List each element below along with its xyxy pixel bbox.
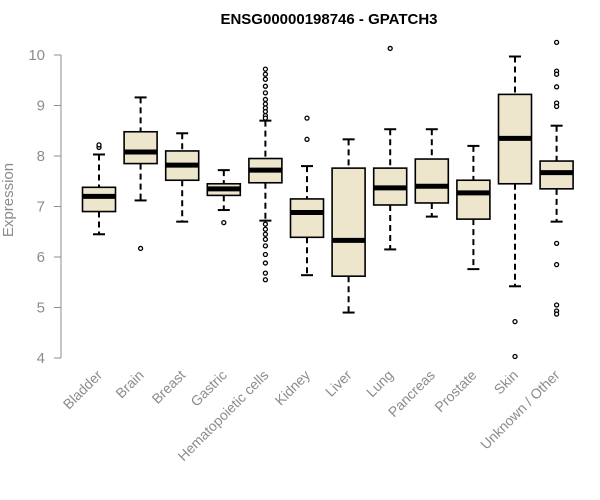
x-tick-label: Bladder (60, 367, 106, 413)
outlier-point (262, 260, 269, 266)
x-tick-label: Kidney (272, 367, 314, 409)
iqr-box (123, 130, 158, 165)
y-tick-label: 8 (37, 148, 45, 165)
iqr-box (81, 186, 117, 213)
outlier-point (553, 39, 560, 46)
x-tick-label: Brain (112, 367, 146, 401)
outlier-point (262, 231, 269, 237)
outlier-point (512, 353, 518, 360)
x-tick-label: Skin (491, 367, 522, 398)
outlier-point (262, 90, 269, 96)
iqr-box (289, 198, 325, 239)
outlier-point (553, 84, 560, 90)
box-group (289, 115, 325, 277)
box-group (456, 144, 491, 271)
outlier-point (262, 277, 269, 283)
outlier-point (262, 226, 269, 232)
box-group (372, 45, 408, 251)
x-tick-label: Lung (363, 367, 396, 400)
outlier-point (262, 270, 269, 276)
outlier-point (262, 71, 269, 77)
x-tick-label: Prostate (431, 367, 479, 415)
box-group (206, 169, 242, 226)
box-group (81, 142, 117, 236)
outlier-point (137, 245, 144, 252)
box-group (123, 96, 158, 252)
y-tick-label: 9 (37, 98, 45, 115)
x-tick-label: Liver (322, 367, 355, 400)
outlier-point (553, 103, 560, 110)
x-tick-label: Breast (148, 367, 188, 407)
outlier-point (387, 45, 393, 52)
box-group (539, 39, 574, 317)
plot-area (81, 39, 574, 360)
outlier-point (262, 96, 269, 103)
outlier-point (553, 240, 560, 247)
iqr-box (456, 179, 491, 220)
outlier-point (304, 136, 310, 142)
outlier-point (262, 66, 269, 72)
outlier-point (262, 83, 269, 89)
outlier-point (304, 115, 310, 121)
y-tick-label: 5 (37, 300, 45, 317)
box-group (414, 128, 450, 218)
outlier-point (512, 318, 518, 325)
iqr-box (414, 158, 450, 204)
y-tick-label: 10 (28, 47, 45, 64)
box-group (497, 55, 533, 360)
outlier-point (262, 76, 269, 82)
y-tick-label: 6 (37, 249, 45, 266)
y-axis: 4 5 6 7 8 9 10 (28, 47, 62, 367)
outlier-point (262, 221, 269, 227)
outlier-point (262, 243, 269, 249)
x-tick-label: Unknown / Other (477, 367, 563, 453)
outlier-point (221, 220, 227, 226)
outlier-point (262, 251, 269, 258)
y-tick-label: 7 (37, 199, 45, 216)
outlier-point (553, 261, 560, 268)
box-group (331, 138, 366, 314)
box-group (164, 132, 200, 223)
box-group (248, 66, 283, 283)
outlier-point (553, 302, 560, 308)
outlier-point (262, 115, 269, 121)
iqr-box (331, 167, 366, 277)
outlier-point (553, 71, 560, 77)
y-tick-label: 4 (37, 350, 45, 367)
chart-title: ENSG00000198746 - GPATCH3 (220, 11, 437, 28)
outlier-point (96, 142, 102, 148)
outlier-point (262, 236, 269, 242)
outlier-point (553, 311, 560, 317)
y-axis-label: Expression (0, 163, 17, 237)
